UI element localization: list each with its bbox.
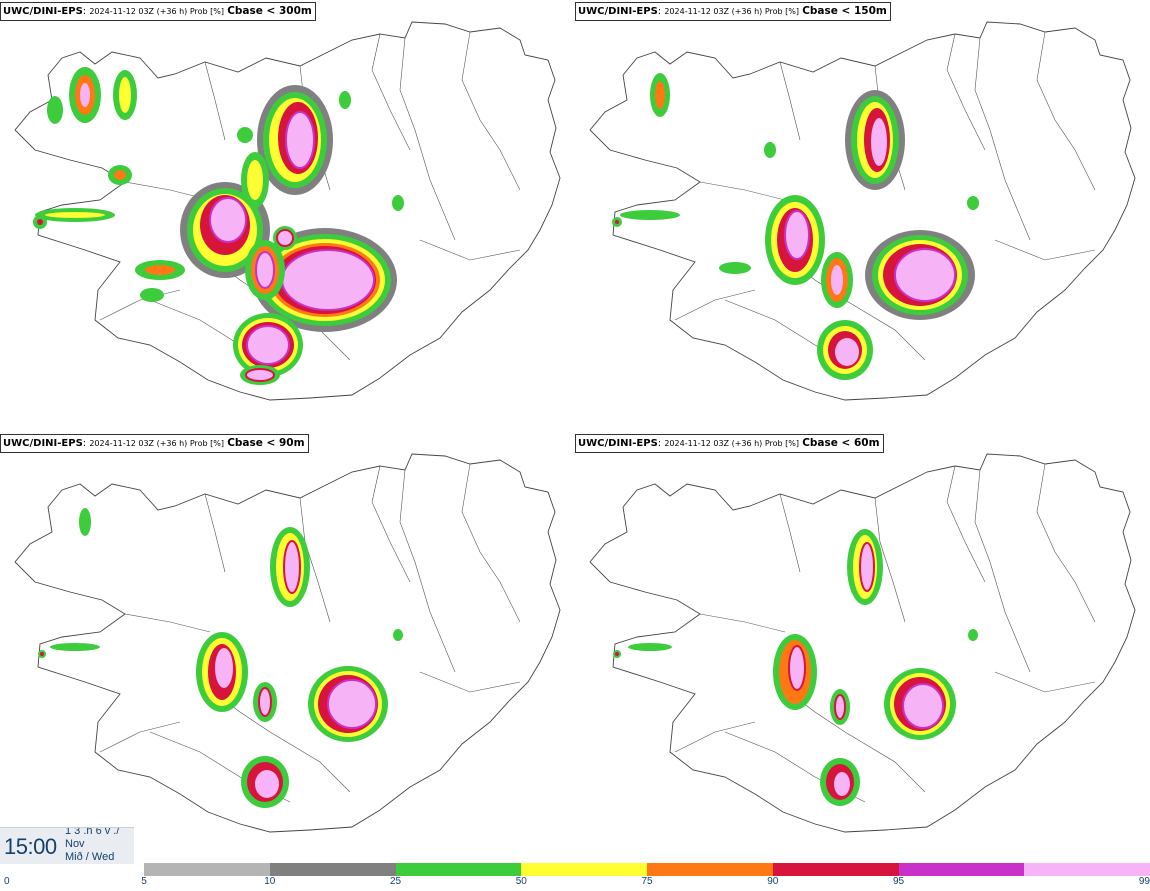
probability-field	[33, 67, 404, 385]
colorbar-label: 90	[767, 876, 779, 887]
colorbar-label: 75	[641, 876, 653, 887]
map-panel-cbase-150: UWC/DINI-EPS: 2024-11-12 03Z (+36 h) Pro…	[575, 0, 1150, 432]
iceland-map	[14, 21, 561, 401]
model-name: UWC/DINI-EPS	[3, 6, 83, 17]
variable-label: Cbase < 300m	[227, 5, 312, 17]
probability-field	[38, 508, 403, 808]
colorbar-segment	[647, 863, 773, 876]
colorbar-label: 99	[1138, 876, 1150, 887]
variable-label: Cbase < 60m	[802, 437, 880, 449]
panel-title: UWC/DINI-EPS: 2024-11-12 03Z (+36 h) Pro…	[575, 434, 884, 453]
iceland-map	[589, 21, 1136, 401]
iceland-map	[589, 453, 1136, 833]
colorbar-label: 50	[515, 876, 527, 887]
probability-field	[612, 73, 979, 380]
colorbar-segment	[144, 863, 270, 876]
panel-title: UWC/DINI-EPS: 2024-11-12 03Z (+36 h) Pro…	[0, 434, 309, 453]
colorbar-segment	[772, 863, 899, 876]
panel-title: UWC/DINI-EPS: 2024-11-12 03Z (+36 h) Pro…	[0, 2, 316, 21]
run-meta: 2024-11-12 03Z (+36 h) Prob [%]	[664, 439, 800, 448]
model-name: UWC/DINI-EPS	[578, 6, 658, 17]
valid-time: 15:00	[4, 834, 57, 859]
iceland-map	[14, 453, 561, 833]
colorbar	[144, 863, 1150, 876]
valid-time-box: 15:00 1 3 .n 6 v ./ Nov Mið / Wed	[0, 827, 134, 864]
run-meta: 2024-11-12 03Z (+36 h) Prob [%]	[664, 7, 800, 16]
map-panel-cbase-60: UWC/DINI-EPS: 2024-11-12 03Z (+36 h) Pro…	[575, 432, 1150, 864]
valid-weekday: Mið / Wed	[65, 851, 115, 863]
map-panel-cbase-90: UWC/DINI-EPS: 2024-11-12 03Z (+36 h) Pro…	[0, 432, 575, 864]
colorbar-label: 25	[389, 876, 402, 887]
colorbar-segment	[395, 863, 522, 876]
colorbar-segment	[1024, 863, 1150, 876]
run-meta: 2024-11-12 03Z (+36 h) Prob [%]	[89, 439, 225, 448]
model-name: UWC/DINI-EPS	[578, 438, 658, 449]
probability-field	[613, 529, 978, 806]
map-panel-cbase-300: UWC/DINI-EPS: 2024-11-12 03Z (+36 h) Pro…	[0, 0, 575, 432]
variable-label: Cbase < 90m	[227, 437, 305, 449]
run-meta: 2024-11-12 03Z (+36 h) Prob [%]	[89, 7, 225, 16]
valid-date-line: 1 3 .n 6 v ./	[65, 827, 120, 837]
valid-month: Nov	[65, 838, 85, 850]
panel-title: UWC/DINI-EPS: 2024-11-12 03Z (+36 h) Pro…	[575, 2, 891, 21]
valid-date: 1 3 .n 6 v ./ Nov Mið / Wed	[65, 827, 120, 864]
colorbar-label: 95	[892, 876, 905, 887]
variable-label: Cbase < 150m	[802, 5, 887, 17]
model-name: UWC/DINI-EPS	[3, 438, 83, 449]
colorbar-segment	[898, 863, 1025, 876]
colorbar-label: 5	[141, 876, 147, 887]
colorbar-labels: 0 5 10 25 50 75 90 95 99	[0, 876, 1150, 891]
colorbar-segment	[521, 863, 647, 876]
colorbar-segment	[269, 863, 396, 876]
colorbar-label: 10	[264, 876, 276, 887]
colorbar-label: 0	[4, 876, 10, 887]
